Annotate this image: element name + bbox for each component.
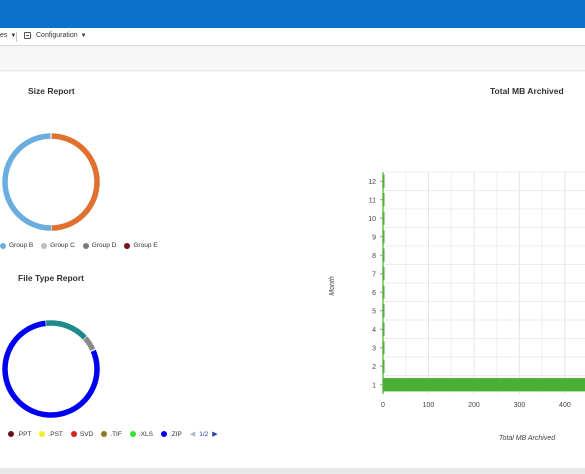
legend-label: SVD (79, 430, 94, 438)
x-tick-label: 0 (381, 402, 385, 409)
donut-slice[interactable] (2, 133, 52, 231)
legend-label: Group B (9, 242, 34, 249)
x-tick-label: 400 (559, 402, 571, 409)
x-tick-label: 100 (423, 402, 435, 409)
legend-label: .PPT (17, 430, 32, 438)
y-tick-label: 3 (372, 345, 376, 352)
y-tick-label: 6 (372, 290, 376, 297)
legend-swatch-icon (39, 431, 46, 437)
y-tick-label: 7 (372, 271, 376, 278)
y-tick-label: 4 (372, 327, 376, 334)
pager-next-icon[interactable]: ▶ (212, 431, 218, 438)
y-tick-label: 10 (368, 216, 376, 223)
bar-month-11[interactable] (383, 193, 385, 207)
pager-label: 1/2 (199, 430, 209, 438)
size-report-donut (2, 133, 100, 231)
legend-label: .PST (48, 430, 63, 438)
x-tick-label: 200 (468, 402, 480, 409)
bar-month-7[interactable] (383, 267, 385, 281)
caret-down-icon: ▼ (80, 32, 87, 39)
file-type-report-legend: .PPT .PST SVD .TIF .XLS .ZIP ◀ 1/2 ▶ (8, 430, 218, 438)
y-tick-label: 11 (369, 197, 376, 204)
legend-swatch-icon (70, 431, 77, 437)
donut-slice[interactable] (45, 320, 88, 341)
bar-month-12[interactable] (383, 174, 385, 188)
legend-label: .TIF (110, 430, 122, 438)
toolbar-strip (0, 47, 585, 71)
legend-swatch-icon (41, 242, 48, 249)
legend-label: Group E (133, 242, 158, 249)
donut-slice[interactable] (50, 133, 100, 231)
file-type-legend-item[interactable]: .ZIP (160, 430, 182, 438)
bar-month-5[interactable] (383, 304, 385, 318)
y-tick-label: 2 (372, 364, 376, 371)
caret-down-icon: ▼ (10, 32, 17, 39)
y-tick-label: 8 (372, 253, 376, 260)
total-mb-archived-chart: Month Total MB Archived 0 100 200 300 400123… (329, 171, 585, 442)
legend-swatch-icon (82, 242, 89, 249)
y-tick-label: 1 (372, 382, 376, 389)
size-report-legend: Group B Group C Group D Group E (0, 242, 166, 249)
file-type-legend-item[interactable]: .XLS (129, 430, 153, 438)
size-report-legend-item[interactable]: Group B (0, 242, 33, 249)
legend-label: Group C (50, 242, 75, 249)
file-type-legend-item[interactable]: .TIF (101, 431, 122, 438)
menu-bar: es ▼ Configuration ▼ (0, 28, 585, 46)
legend-label: .ZIP (169, 430, 182, 438)
file-type-report-donut (2, 320, 100, 418)
menu-configuration[interactable]: Configuration ▼ (24, 32, 87, 39)
bar-month-6[interactable] (383, 285, 385, 299)
donut-slice[interactable] (2, 320, 100, 418)
x-tick-label: 300 (514, 402, 526, 409)
y-tick-label: 9 (372, 234, 376, 241)
bar-month-10[interactable] (383, 211, 385, 225)
menu-reports-label: es (0, 32, 8, 39)
total-mb-archived-title: Total MB Archived (490, 86, 564, 96)
bar-month-8[interactable] (383, 248, 385, 262)
legend-label: .XLS (138, 430, 153, 438)
file-type-legend-item[interactable]: .PST (39, 430, 63, 438)
bar-month-9[interactable] (383, 230, 385, 244)
menu-configuration-label: Configuration (36, 32, 78, 39)
legend-label: Group D (91, 242, 117, 249)
bar-month-4[interactable] (383, 322, 385, 336)
x-axis-label: Total MB Archived (499, 435, 556, 442)
pager-previous-icon[interactable]: ◀ (189, 431, 196, 438)
size-report-legend-item[interactable]: Group E (124, 242, 158, 249)
configuration-icon (24, 32, 31, 39)
legend-swatch-icon (160, 431, 167, 437)
file-type-legend-item[interactable]: SVD (70, 430, 94, 438)
bar-month-1[interactable] (383, 378, 585, 392)
app-header-bar (0, 0, 585, 28)
bar-month-2[interactable] (383, 359, 385, 373)
y-axis-label: Month (329, 276, 336, 296)
y-tick-label: 5 (372, 308, 376, 315)
legend-swatch-icon (101, 431, 108, 437)
bar-month-3[interactable] (383, 341, 385, 355)
footer-strip (0, 468, 585, 474)
file-type-legend-item[interactable]: .PPT (8, 431, 31, 438)
donut-slice-separator (45, 320, 48, 327)
legend-swatch-icon (129, 431, 136, 437)
size-report-title: Size Report (28, 86, 75, 96)
legend-pager: ◀ 1/2 ▶ (189, 430, 218, 439)
file-type-report-title: File Type Report (18, 273, 84, 283)
size-report-legend-item[interactable]: Group D (82, 242, 117, 249)
size-report-legend-item[interactable]: Group C (41, 242, 75, 249)
dashboard-content: Size Report Group B Group C Group D Group E… (0, 72, 585, 468)
donut-slice-separator (90, 348, 96, 352)
menu-separator (16, 32, 17, 42)
menu-reports[interactable]: es ▼ (0, 32, 16, 39)
y-tick-label: 12 (368, 179, 376, 186)
legend-swatch-icon (124, 242, 131, 249)
legend-swatch-icon (8, 431, 14, 437)
legend-swatch-icon (0, 242, 6, 249)
